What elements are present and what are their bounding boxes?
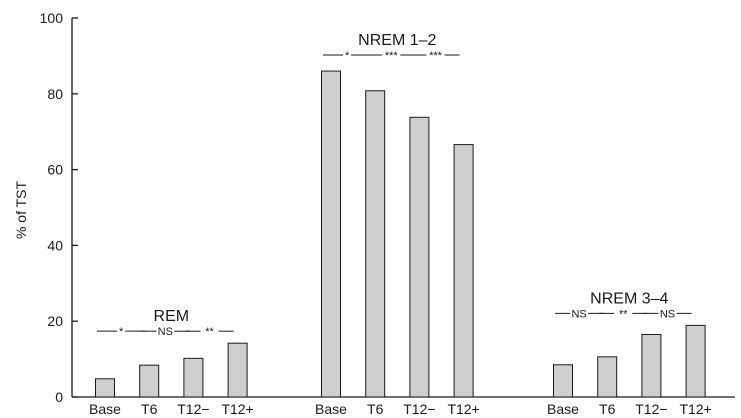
x-tick-label: T12− bbox=[635, 401, 667, 417]
x-tick-label: T12− bbox=[403, 401, 435, 417]
y-tick-label: 80 bbox=[47, 86, 63, 102]
bars bbox=[95, 70, 706, 398]
significance-label: ** bbox=[205, 326, 214, 338]
x-tick-label: Base bbox=[315, 401, 347, 417]
bar bbox=[227, 342, 248, 398]
significance-label: * bbox=[345, 50, 350, 62]
significance-label: ** bbox=[619, 308, 628, 320]
x-tick-label: T6 bbox=[599, 401, 616, 417]
x-tick-label: T6 bbox=[141, 401, 158, 417]
bar bbox=[365, 90, 386, 398]
x-tick-label: T12+ bbox=[679, 401, 711, 417]
bar bbox=[685, 324, 706, 398]
x-tick-label: Base bbox=[547, 401, 579, 417]
x-tick-label: T12+ bbox=[447, 401, 479, 417]
y-tick-label: 100 bbox=[40, 10, 64, 26]
y-axis-label: % of TST bbox=[13, 181, 29, 240]
significance-label: NS bbox=[660, 308, 675, 320]
x-tick-label: T12− bbox=[177, 401, 209, 417]
y-tick-label: 60 bbox=[47, 162, 63, 178]
group-label: NREM 3–4 bbox=[590, 290, 668, 307]
bar bbox=[597, 356, 618, 398]
x-tick-label: T12+ bbox=[221, 401, 253, 417]
group-label: NREM 1–2 bbox=[358, 32, 436, 49]
significance-label: *** bbox=[385, 50, 399, 62]
group-label: REM bbox=[154, 308, 190, 325]
bar bbox=[641, 333, 662, 398]
y-tick-label: 40 bbox=[47, 237, 63, 253]
significance-label: *** bbox=[429, 50, 443, 62]
significance-label: NS bbox=[571, 308, 586, 320]
bar bbox=[553, 364, 573, 398]
y-tick-label: 0 bbox=[55, 389, 63, 405]
x-axis-labels: Base T6 T12− T12+ Base T6 T12− T12+ Base T6 T12− T1… bbox=[89, 401, 712, 417]
significance-markers: * NS *** *** ***NS ** NS bbox=[97, 50, 692, 338]
x-tick-label: Base bbox=[89, 401, 121, 417]
y-axis-ticks: 0 20 40 60 80 100 bbox=[40, 10, 78, 405]
bar bbox=[453, 144, 474, 398]
bar bbox=[183, 357, 204, 398]
group-labels: REM NREM 1–2 NREM 3–4 bbox=[154, 32, 669, 325]
bar bbox=[321, 70, 341, 398]
significance-label: * bbox=[119, 326, 124, 338]
x-tick-label: T6 bbox=[367, 401, 384, 417]
axes bbox=[71, 18, 735, 398]
y-tick-label: 20 bbox=[47, 313, 63, 329]
bar bbox=[409, 116, 430, 398]
bar bbox=[95, 378, 115, 398]
bar bbox=[139, 364, 160, 398]
significance-label: NS bbox=[158, 326, 173, 338]
